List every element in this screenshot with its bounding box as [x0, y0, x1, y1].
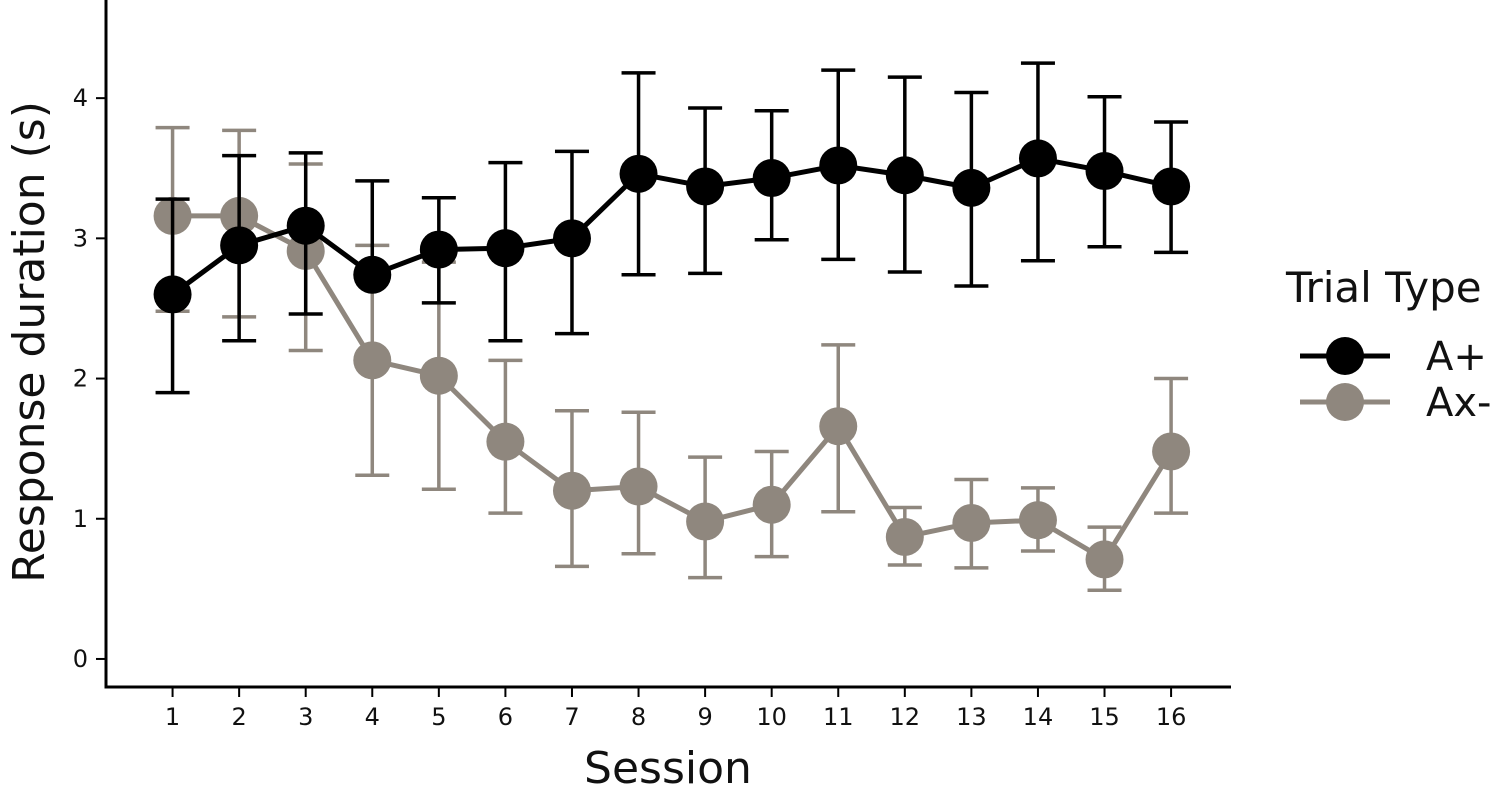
- data-point-ax-minus: [1018, 501, 1057, 540]
- data-point-a-plus: [1018, 139, 1057, 178]
- data-point-a-plus: [1152, 167, 1191, 206]
- y-ticks: 0 1 2 3 4: [73, 84, 106, 673]
- data-point-a-plus: [286, 206, 325, 245]
- x-tick-label: 16: [1156, 703, 1187, 731]
- y-tick-label: 3: [73, 224, 88, 252]
- x-tick-label: 14: [1023, 703, 1054, 731]
- legend-label-a-plus: A+: [1426, 334, 1487, 380]
- x-tick-label: 11: [823, 703, 854, 731]
- x-tick-label: 6: [498, 703, 513, 731]
- data-point-ax-minus: [952, 503, 991, 542]
- x-axis-title: Session: [584, 743, 752, 794]
- data-point-ax-minus: [619, 467, 658, 506]
- legend-title: Trial Type: [1285, 263, 1482, 312]
- y-tick-label: 0: [73, 645, 88, 673]
- y-axis-title: Response duration (s): [4, 101, 55, 583]
- data-point-ax-minus: [552, 471, 591, 510]
- data-point-ax-minus: [486, 422, 525, 461]
- x-tick-label: 3: [298, 703, 313, 731]
- x-tick-label: 1: [165, 703, 180, 731]
- legend: Trial Type A+ Ax-: [1285, 263, 1491, 426]
- data-point-a-plus: [153, 275, 192, 314]
- x-tick-label: 7: [564, 703, 579, 731]
- x-tick-label: 5: [431, 703, 446, 731]
- x-ticks: 1 2 3 4 5 6 7 8 9 10 11 12 13 14 15 16: [165, 687, 1186, 731]
- data-point-a-plus: [1085, 152, 1124, 191]
- x-tick-label: 13: [956, 703, 987, 731]
- axes: [104, 0, 1231, 689]
- data-point-a-plus: [885, 156, 924, 195]
- series-line-a-plus: [171, 155, 1172, 297]
- data-point-a-plus: [686, 167, 725, 206]
- data-point-a-plus: [819, 146, 858, 185]
- x-tick-label: 9: [697, 703, 712, 731]
- data-point-a-plus: [486, 229, 525, 268]
- legend-marker-ax-minus: [1326, 383, 1364, 421]
- series-ax-minus: [153, 125, 1191, 593]
- y-tick-label: 1: [73, 505, 88, 533]
- data-point-ax-minus: [885, 517, 924, 556]
- data-point-a-plus: [619, 154, 658, 193]
- data-point-ax-minus: [819, 407, 858, 446]
- y-tick-label: 4: [73, 84, 88, 112]
- x-tick-label: 15: [1089, 703, 1120, 731]
- data-point-ax-minus: [686, 502, 725, 541]
- data-point-ax-minus: [353, 341, 392, 380]
- data-point-ax-minus: [1085, 540, 1124, 579]
- legend-marker-a-plus: [1326, 337, 1364, 375]
- x-tick-label: 4: [365, 703, 380, 731]
- data-point-a-plus: [353, 255, 392, 294]
- x-tick-label: 8: [631, 703, 646, 731]
- data-point-a-plus: [552, 219, 591, 258]
- data-point-a-plus: [419, 230, 458, 269]
- data-point-ax-minus: [752, 485, 791, 524]
- series-a-plus: [153, 61, 1191, 395]
- data-point-a-plus: [220, 226, 259, 265]
- data-point-a-plus: [752, 159, 791, 198]
- legend-entry-a-plus: A+: [1300, 334, 1487, 380]
- data-point-ax-minus: [419, 356, 458, 395]
- legend-entry-ax-minus: Ax-: [1300, 380, 1491, 426]
- legend-label-ax-minus: Ax-: [1426, 380, 1491, 426]
- data-point-a-plus: [952, 168, 991, 207]
- y-tick-label: 2: [73, 365, 88, 393]
- x-tick-label: 2: [231, 703, 246, 731]
- series-line-ax-minus: [172, 213, 1174, 562]
- x-tick-label: 12: [890, 703, 921, 731]
- x-tick-label: 10: [756, 703, 787, 731]
- data-point-ax-minus: [1152, 432, 1191, 471]
- plot-area: [153, 61, 1191, 593]
